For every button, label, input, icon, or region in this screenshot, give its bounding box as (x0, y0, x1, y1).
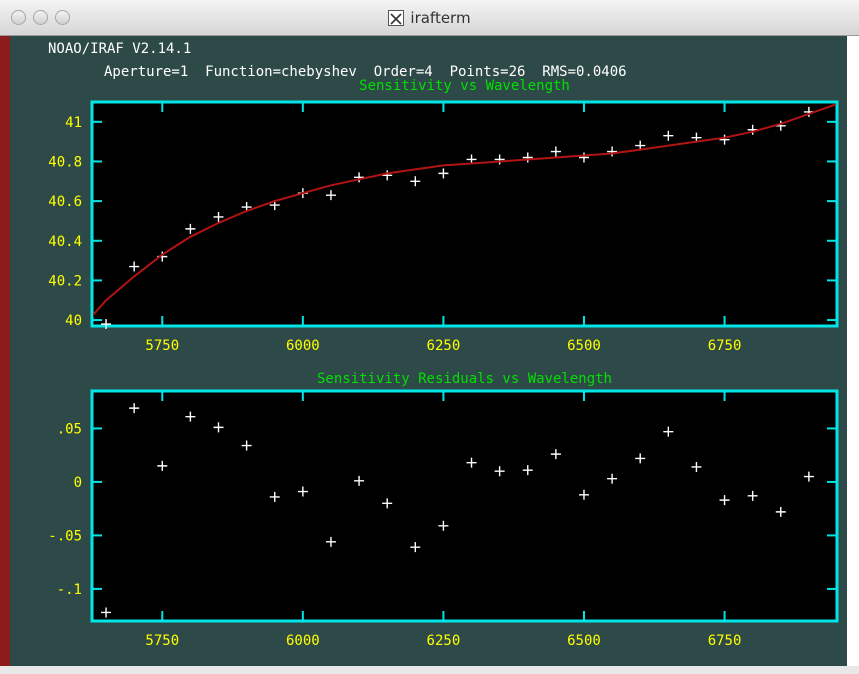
x-tick-label: 5750 (145, 338, 179, 354)
x-tick-label: 6000 (286, 633, 320, 649)
chart-title: Sensitivity Residuals vs Wavelength (317, 371, 612, 387)
x11-icon (388, 10, 405, 26)
residuals-chart: Sensitivity Residuals vs Wavelength 5750 6… (48, 371, 839, 649)
x-tick-label: 6000 (286, 338, 320, 354)
data-point (578, 489, 589, 500)
x-tick-label: 6250 (427, 633, 461, 649)
data-point (354, 172, 365, 183)
x-tick-label: 6250 (427, 338, 461, 354)
plot-frame (90, 100, 839, 328)
y-tick-label: 40 (65, 313, 82, 329)
window-bottom-edge (0, 666, 859, 674)
data-point (635, 453, 646, 464)
data-point (466, 457, 477, 468)
data-point (663, 130, 674, 141)
data-point (550, 146, 561, 157)
x-tick-label: 5750 (145, 633, 179, 649)
data-point (607, 146, 618, 157)
data-point (578, 152, 589, 163)
data-point (438, 168, 449, 179)
data-point (354, 475, 365, 486)
data-point (719, 495, 730, 506)
data-point (494, 154, 505, 165)
plot-frame (90, 389, 839, 623)
data-point (185, 411, 196, 422)
x-tick-label: 6750 (708, 338, 742, 354)
data-point (494, 466, 505, 477)
data-point (129, 403, 140, 414)
window-left-edge (0, 36, 10, 674)
data-point (803, 471, 814, 482)
data-point (157, 460, 168, 471)
fit-info-label: Aperture=1 Function=chebyshev Order=4 Po… (104, 64, 627, 80)
data-point (775, 120, 786, 131)
y-tick-label: 40.2 (48, 273, 82, 289)
data-point (550, 449, 561, 460)
x-tick-label: 6500 (567, 338, 601, 354)
data-point (607, 473, 618, 484)
y-tick-label: .05 (57, 421, 82, 437)
data-point (185, 223, 196, 234)
data-point (101, 607, 112, 618)
window-scrollbar[interactable] (847, 36, 859, 666)
data-point (438, 520, 449, 531)
data-point (129, 261, 140, 272)
y-tick-label: 40.8 (48, 154, 82, 170)
data-point (241, 440, 252, 451)
zoom-button[interactable] (55, 10, 70, 25)
data-point (522, 465, 533, 476)
y-tick-label: -.1 (57, 582, 82, 598)
data-point (775, 506, 786, 517)
y-tick-label: 41 (65, 115, 82, 131)
y-tick-label: 0 (74, 475, 82, 491)
y-tick-label: 40.4 (48, 234, 82, 250)
sensitivity-chart: Sensitivity vs Wavelength 5750 6000 6250 650… (48, 78, 839, 354)
chart-title: Sensitivity vs Wavelength (359, 78, 570, 94)
fit-curve (93, 103, 836, 317)
data-point (382, 498, 393, 509)
data-point (410, 176, 421, 187)
data-point (101, 319, 112, 330)
data-point (691, 461, 702, 472)
data-point (297, 486, 308, 497)
data-point (719, 134, 730, 145)
data-point (747, 490, 758, 501)
data-point (410, 542, 421, 553)
close-button[interactable] (11, 10, 26, 25)
title-bar[interactable]: irafterm (0, 0, 859, 36)
data-point (382, 170, 393, 181)
data-point (522, 152, 533, 163)
x-tick-label: 6750 (708, 633, 742, 649)
data-point (213, 422, 224, 433)
y-tick-label: -.05 (48, 528, 82, 544)
x-tick-label: 6500 (567, 633, 601, 649)
window-title: irafterm (410, 9, 471, 27)
data-point (213, 211, 224, 222)
iraf-version-label: NOAO/IRAF V2.14.1 (48, 41, 191, 57)
data-point (325, 536, 336, 547)
y-tick-label: 40.6 (48, 194, 82, 210)
data-point (269, 491, 280, 502)
minimize-button[interactable] (33, 10, 48, 25)
data-point (663, 426, 674, 437)
data-point (325, 190, 336, 201)
